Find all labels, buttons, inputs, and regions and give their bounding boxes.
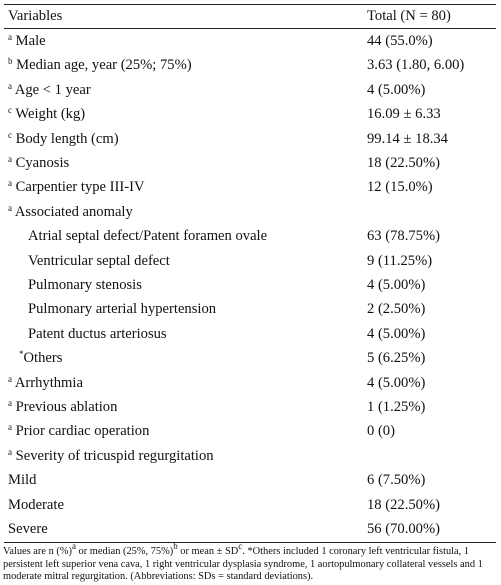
row-value: 4 (5.00%) [367,325,426,342]
table-row: a Male 44 (55.0%) [4,29,496,53]
row-label: a Age < 1 year [8,80,91,98]
row-label: Moderate [8,496,64,513]
table-row: a Severity of tricuspid regurgitation [4,444,496,468]
table-row: a Prior cardiac operation 0 (0) [4,419,496,443]
table-row: Severe 56 (70.00%) [4,517,496,541]
footnote-marker: a [8,446,12,457]
row-value: 6 (7.50%) [367,472,426,489]
row-value: 4 (5.00%) [367,374,426,391]
table-row: Moderate 18 (22.50%) [4,493,496,517]
table-row: Ventricular septal defect 9 (11.25%) [4,249,496,273]
row-label: a Cyanosis [8,154,70,172]
row-value: 16.09 ± 6.33 [367,106,441,123]
row-value: 2 (2.50%) [367,301,426,318]
row-value: 4 (5.00%) [367,81,426,98]
footnote-marker: a [8,398,12,408]
table-row: a Carpentier type III-IV 12 (15.0%) [4,175,496,199]
footnote-marker: b [8,56,13,67]
header-variables: Variables [8,8,63,24]
row-label: a Associated anomaly [8,202,133,220]
row-value: 1 (1.25%) [367,399,426,415]
row-value: 3.63 (1.80, 6.00) [367,57,465,74]
table-row: Pulmonary arterial hypertension 2 (2.50%… [4,297,496,321]
table-row: a Age < 1 year 4 (5.00%) [4,78,496,102]
footnote-marker: a [8,80,12,91]
row-value: 63 (78.75%) [367,228,440,245]
row-label: c Body length (cm) [8,129,119,147]
footnote-marker: a [8,422,12,433]
table-row: Atrial septal defect/Patent foramen oval… [4,224,496,248]
row-label: Severe [8,521,48,537]
row-label: Atrial septal defect/Patent foramen oval… [28,228,268,245]
table-row: Pulmonary stenosis 4 (5.00%) [4,273,496,297]
row-value: 56 (70.00%) [367,521,440,537]
row-label: Mild [8,472,37,489]
footnote-marker: a [8,178,12,189]
row-value: 5 (6.25%) [367,350,426,367]
row-value: 0 (0) [367,423,395,440]
table-row: a Associated anomaly [4,200,496,224]
table-row: Mild 6 (7.50%) [4,468,496,492]
footnote-marker: c [8,129,12,140]
footnote-marker: * [19,349,24,360]
row-label: a Male [8,32,46,50]
row-label: c Weight (kg) [8,105,86,123]
table-row: *Others 5 (6.25%) [4,346,496,370]
footnote-marker: a [8,32,12,42]
header-total: Total (N = 80) [367,8,451,24]
table-header-row: Variables Total (N = 80) [4,4,496,28]
table-row: c Weight (kg) 16.09 ± 6.33 [4,102,496,126]
row-label: a Severity of tricuspid regurgitation [8,446,214,464]
row-label: *Others [19,349,63,367]
row-value: 44 (55.0%) [367,33,433,49]
row-label: Pulmonary stenosis [28,277,142,293]
row-label: Ventricular septal defect [28,252,170,269]
table-row: b Median age, year (25%; 75%) 3.63 (1.80… [4,53,496,77]
header-rule [4,28,496,29]
row-value: 18 (22.50%) [367,155,440,171]
row-label: Pulmonary arterial hypertension [28,301,217,318]
row-label: Patent ductus arteriosus [28,325,167,342]
row-label: a Prior cardiac operation [8,422,150,440]
footnote-marker: a [8,373,12,384]
row-value: 4 (5.00%) [367,277,426,293]
row-value: 99.14 ± 18.34 [367,130,448,147]
top-rule [4,4,496,5]
row-value: 12 (15.0%) [367,179,433,196]
table-row: c Body length (cm) 99.14 ± 18.34 [4,127,496,151]
footnote-marker: c [8,105,12,116]
footnote-marker: a [8,202,12,213]
table-row: a Cyanosis 18 (22.50%) [4,151,496,175]
row-label: a Previous ablation [8,398,118,416]
table-row: a Arrhythmia 4 (5.00%) [4,371,496,395]
table-row: Patent ductus arteriosus 4 (5.00%) [4,322,496,346]
bottom-rule [4,542,496,543]
table-footnote: Values are n (%)a or median (25%, 75%)b … [3,541,483,583]
footnote-marker: a [8,154,12,164]
row-value: 18 (22.50%) [367,496,440,513]
row-label: a Carpentier type III-IV [8,178,145,196]
row-label: b Median age, year (25%; 75%) [8,56,192,74]
table-row: a Previous ablation 1 (1.25%) [4,395,496,419]
row-label: a Arrhythmia [8,373,83,391]
row-value: 9 (11.25%) [367,252,433,269]
